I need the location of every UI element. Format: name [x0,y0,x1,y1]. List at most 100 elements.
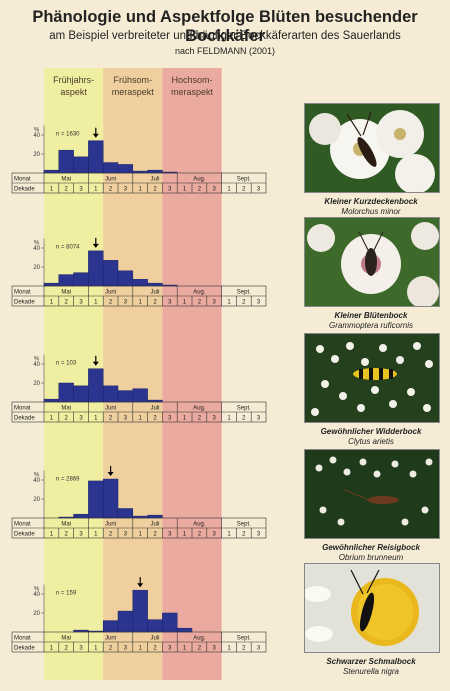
bar [73,156,89,174]
decade-label: 2 [153,187,157,193]
bar [43,282,60,287]
decade-row-label: Dekade [14,646,35,652]
decade-label: 2 [109,187,113,193]
bar [117,164,134,174]
species-scientific-name: Molorchus minor [341,207,401,216]
species-common-name: Gewöhnlicher Reisigbock [322,543,420,552]
species-scientific-name: Stenurella nigra [342,667,400,676]
aspect-label-line1: Frühsom- [114,75,153,85]
decade-label: 3 [124,416,128,422]
month-label: Mai [61,406,71,412]
y-tick-label: 20 [33,497,40,503]
decade-label: 1 [227,416,231,422]
month-label: Mai [61,177,71,183]
bar [58,274,74,287]
sample-size-label: n = 1630 [56,132,80,138]
decade-label: 3 [257,646,261,652]
sample-size-label: n = 8074 [56,245,80,251]
decade-label: 3 [168,416,172,422]
peak-arrow-icon [107,472,114,477]
bar [102,260,119,287]
decade-label: 1 [183,187,187,193]
black-beetle-on-daisy-photo [304,563,440,653]
bar [88,480,104,519]
aspect-label-line2: aspekt [60,87,87,97]
month-label: Juni [105,177,116,183]
decade-label: 3 [168,646,172,652]
month-label: Sept. [237,177,251,183]
month-row-label: Monat [14,290,31,296]
decade-label: 2 [242,646,246,652]
decade-label: 1 [94,646,98,652]
month-label: Mai [61,636,71,642]
month-row-label: Monat [14,177,31,183]
bar [102,385,119,403]
decade-label: 3 [168,187,172,193]
bar [147,169,163,174]
decade-label: 1 [94,416,98,422]
month-label: Juli [150,522,159,528]
month-label: Sept. [237,290,251,296]
bar [162,612,178,633]
decade-label: 3 [213,646,217,652]
bar [73,513,89,519]
decade-label: 2 [198,187,202,193]
bar [58,149,74,174]
decade-label: 3 [79,300,83,306]
bar [73,272,89,287]
bar [73,385,89,403]
peak-arrow-icon [92,133,99,138]
bar [88,368,104,403]
species-scientific-name: Grammoptera ruficornis [328,321,414,330]
decade-label: 2 [153,300,157,306]
decade-label: 2 [65,646,69,652]
beetle-on-white-blossom-photo [304,103,440,193]
decade-label: 2 [198,300,202,306]
decade-row-label: Dekade [14,416,35,422]
sample-size-label: n = 103 [56,361,77,367]
y-unit-label: % [34,128,40,134]
decade-label: 1 [94,300,98,306]
bar [147,514,163,519]
month-label: Sept. [237,636,251,642]
decade-label: 3 [213,416,217,422]
y-unit-label: % [34,357,40,363]
decade-label: 3 [79,187,83,193]
bar [132,388,148,403]
decade-label: 3 [79,646,83,652]
bar [43,169,60,174]
decade-label: 3 [79,416,83,422]
chart-3: % 20 40 n = 103 Monat Dekade Mai Juni Juli Aug. Se… [11,354,267,423]
y-unit-label: % [34,241,40,247]
decade-label: 3 [124,646,128,652]
decade-label: 2 [109,532,113,538]
decade-label: 1 [183,416,187,422]
decade-label: 1 [227,300,231,306]
decade-label: 3 [168,300,172,306]
decade-label: 2 [153,646,157,652]
decade-label: 2 [109,646,113,652]
aspect-label-line2: meraspekt [171,87,214,97]
y-tick-label: 40 [33,592,40,598]
aspect-label-line2: meraspekt [112,87,155,97]
page-title: Phänologie und Aspektfolge Blüten besuch… [32,8,418,45]
chart-2: % 20 40 n = 8074 Monat Dekade Mai Juni Juli Aug. S… [11,237,267,307]
decade-label: 3 [124,300,128,306]
decade-label: 2 [65,416,69,422]
decade-label: 1 [50,532,54,538]
month-label: Mai [61,290,71,296]
month-label: Mai [61,522,71,528]
month-row-label: Monat [14,636,31,642]
decade-label: 3 [213,187,217,193]
decade-label: 2 [153,532,157,538]
month-label: Juli [150,290,159,296]
decade-label: 2 [109,416,113,422]
source-citation: nach FELDMANN (2001) [174,46,276,56]
decade-label: 1 [94,532,98,538]
decade-label: 2 [242,532,246,538]
bar [102,478,119,519]
sample-size-label: n = 159 [56,591,77,597]
decade-row-label: Dekade [14,187,35,193]
species-scientific-name: Clytus arietis [348,437,394,446]
